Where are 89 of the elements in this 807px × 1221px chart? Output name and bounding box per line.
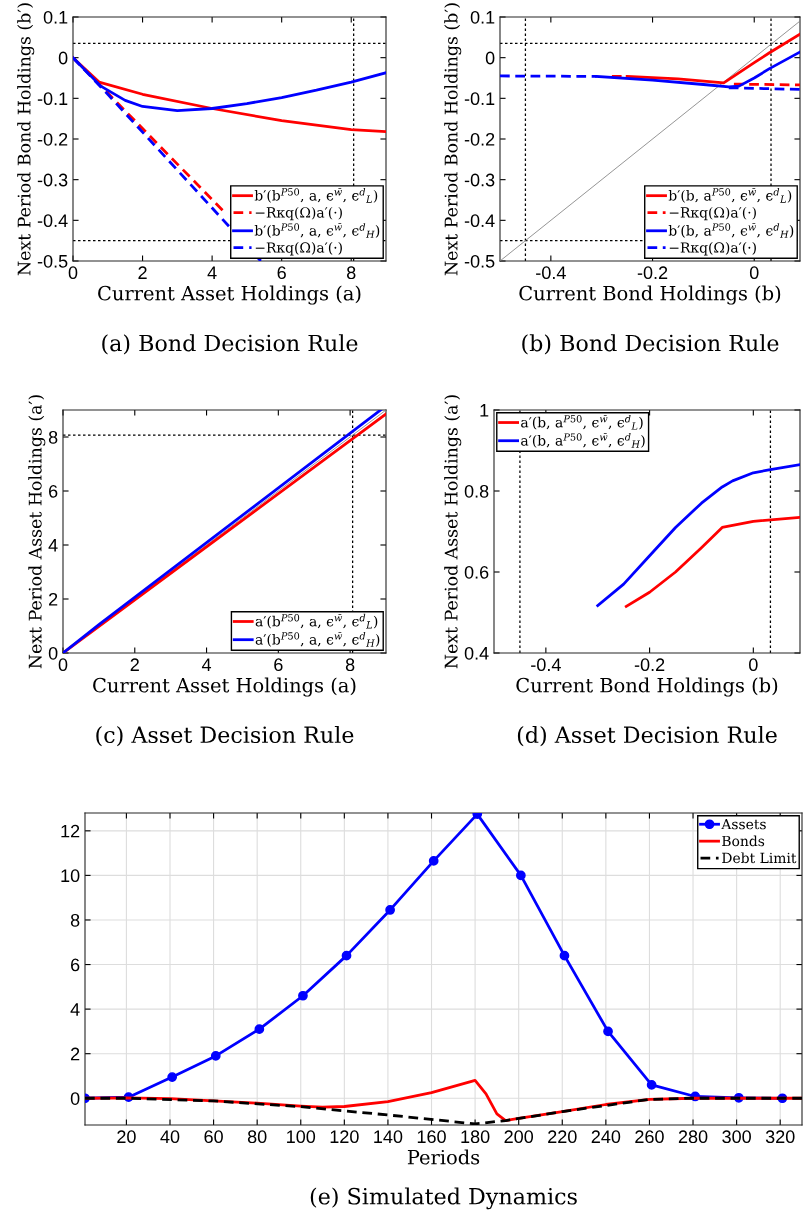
legend-label: Assets	[721, 818, 766, 830]
y-tick-label: 6	[49, 484, 58, 498]
x-tick-label: 4	[201, 658, 212, 671]
text: (c) Asset Decision Rule	[96, 725, 354, 747]
legend-label: −Rκq(Ω)a′(·)	[669, 206, 756, 221]
x-tick-label: 0	[749, 266, 759, 280]
y-tick-label: -0.3	[464, 173, 495, 187]
x-tick-label: 260	[635, 1130, 664, 1144]
legend-label: a′(b$^{P50}$, a, ϵ$^{w̄}$, ϵ$^{d}$$_{H}$)	[255, 632, 380, 647]
y-tick-label: -0.5	[37, 254, 68, 268]
legend-label: b′(b$^{P50}$, a, ϵ$^{w̄}$, ϵ$^{d}$$_{L}$)	[254, 188, 378, 203]
y-tick-label: -0.2	[464, 132, 495, 146]
x-tick-label: 100	[287, 1130, 316, 1144]
x-tick-label: 240	[591, 1130, 621, 1144]
y-tick-label: 0	[485, 51, 495, 65]
x-tick-label: 220	[548, 1130, 577, 1144]
y-tick-label: 0	[70, 1092, 80, 1105]
text: (e) Simulated Dynamics	[310, 1187, 577, 1210]
x-tick-label: 4	[207, 266, 217, 279]
x-tick-label: 180	[461, 1130, 490, 1144]
y-tick-label: 0	[58, 51, 68, 65]
x-tick-label: 80	[247, 1130, 267, 1144]
y-tick-label: 4	[48, 539, 58, 552]
y-tick-label: -0.2	[37, 132, 68, 146]
x-tick-label: -0.2	[634, 658, 665, 672]
legend-label: b′(b, a$^{P50}$, ϵ$^{w̄}$, ϵ$^{d}$$_{L}$)	[668, 188, 792, 203]
y-tick-label: 6	[71, 958, 80, 972]
x-axis-title: Current Asset Holdings (a)	[93, 677, 356, 697]
x-tick-label: 8	[346, 266, 356, 280]
y-tick-label: 12	[61, 824, 80, 838]
y-tick-label: -0.5	[464, 254, 495, 268]
legend-label: b′(b$^{P50}$, a, ϵ$^{w̄}$, ϵ$^{d}$$_{H}$)	[254, 223, 380, 238]
legend-label: Bonds	[722, 835, 765, 847]
y-tick-label: 0.1	[470, 10, 495, 24]
x-axis-title: Current Asset Holdings (a)	[98, 285, 361, 305]
y-tick-label: 0.1	[43, 10, 68, 24]
y-axis-title: Next Period Bond Holdings (b′)	[17, 3, 35, 276]
x-tick-label: 200	[504, 1130, 534, 1144]
legend-label: −Rκq(Ω)a′(·)	[255, 242, 342, 256]
legend-label: Debt Limit	[722, 852, 797, 864]
y-tick-label: -0.1	[464, 92, 495, 106]
y-tick-label: 4	[70, 1003, 80, 1016]
x-tick-label: 0	[749, 658, 758, 672]
x-tick-label: 140	[374, 1130, 403, 1144]
y-tick-label: 0.6	[464, 565, 489, 579]
x-axis-title: Current Bond Holdings (b)	[519, 285, 781, 305]
legend-label: a′(b$^{P50}$, a, ϵ$^{w̄}$, ϵ$^{d}$$_{L}$)	[255, 613, 378, 629]
legend-label: b′(b, a$^{P50}$, ϵ$^{w̄}$, ϵ$^{d}$$_{H}$)	[668, 223, 794, 238]
y-tick-label: -0.4	[37, 214, 68, 228]
y-tick-label: 10	[61, 869, 80, 883]
x-tick-label: 20	[117, 1130, 136, 1144]
x-tick-label: -0.4	[536, 266, 566, 280]
y-tick-label: -0.4	[464, 214, 495, 228]
x-tick-label: 40	[160, 1130, 180, 1144]
y-tick-label: 0.8	[464, 484, 489, 498]
x-tick-label: 160	[417, 1130, 446, 1144]
x-tick-label: 280	[678, 1130, 708, 1144]
y-tick-label: -0.3	[37, 173, 68, 187]
y-tick-label: 8	[48, 430, 58, 444]
y-tick-label: 0.4	[464, 646, 489, 660]
legend-label: a′(b, a$^{P50}$, ϵ$^{w̄}$, ϵ$^{d}$$_{L}$)	[521, 414, 643, 430]
x-tick-label: -0.4	[531, 658, 561, 672]
x-tick-label: 60	[204, 1130, 223, 1144]
x-tick-label: 300	[722, 1130, 751, 1144]
y-tick-label: 8	[70, 913, 80, 927]
y-tick-label: 1	[480, 404, 489, 417]
x-axis-title: Current Bond Holdings (b)	[516, 677, 778, 697]
x-tick-label: 2	[138, 266, 147, 279]
x-tick-label: 320	[765, 1130, 795, 1144]
y-tick-label: 0	[48, 646, 58, 660]
y-tick-label: 2	[71, 1047, 80, 1061]
y-tick-label: -0.1	[37, 92, 68, 106]
y-tick-label: 2	[49, 592, 58, 606]
y-axis-title: Next Period Asset Holdings (a′)	[28, 395, 46, 669]
text: (b) Bond Decision Rule	[522, 334, 779, 355]
x-tick-label: 8	[345, 658, 355, 672]
y-axis-title: Next Period Bond Holdings (b′)	[444, 3, 462, 276]
x-tick-label: 2	[130, 658, 139, 671]
x-tick-label: 120	[330, 1130, 359, 1144]
legend-label: −Rκq(Ω)a′(·)	[255, 206, 342, 221]
x-tick-label: -0.2	[637, 266, 668, 280]
text: (a) Bond Decision Rule	[102, 334, 358, 355]
text: (d) Asset Decision Rule	[517, 725, 777, 747]
x-axis-title: Periods	[407, 1149, 480, 1165]
x-tick-label: 6	[277, 266, 286, 280]
legend-label: a′(b, a$^{P50}$, ϵ$^{w̄}$, ϵ$^{d}$$_{H}$)	[521, 433, 645, 448]
x-tick-label: 6	[274, 658, 283, 672]
legend-label: −Rκq(Ω)a′(·)	[669, 242, 756, 256]
y-axis-title: Next Period Asset Holdings (a′)	[444, 395, 462, 669]
